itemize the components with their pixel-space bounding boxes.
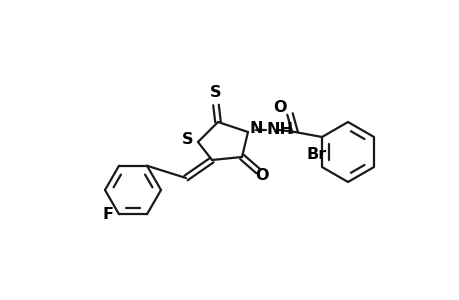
Text: O: O (273, 100, 286, 115)
Text: NH: NH (266, 122, 293, 136)
Text: O: O (255, 169, 268, 184)
Text: S: S (210, 85, 221, 100)
Text: Br: Br (306, 146, 326, 161)
Text: F: F (102, 207, 113, 222)
Text: S: S (182, 131, 193, 146)
Text: N: N (249, 121, 263, 136)
